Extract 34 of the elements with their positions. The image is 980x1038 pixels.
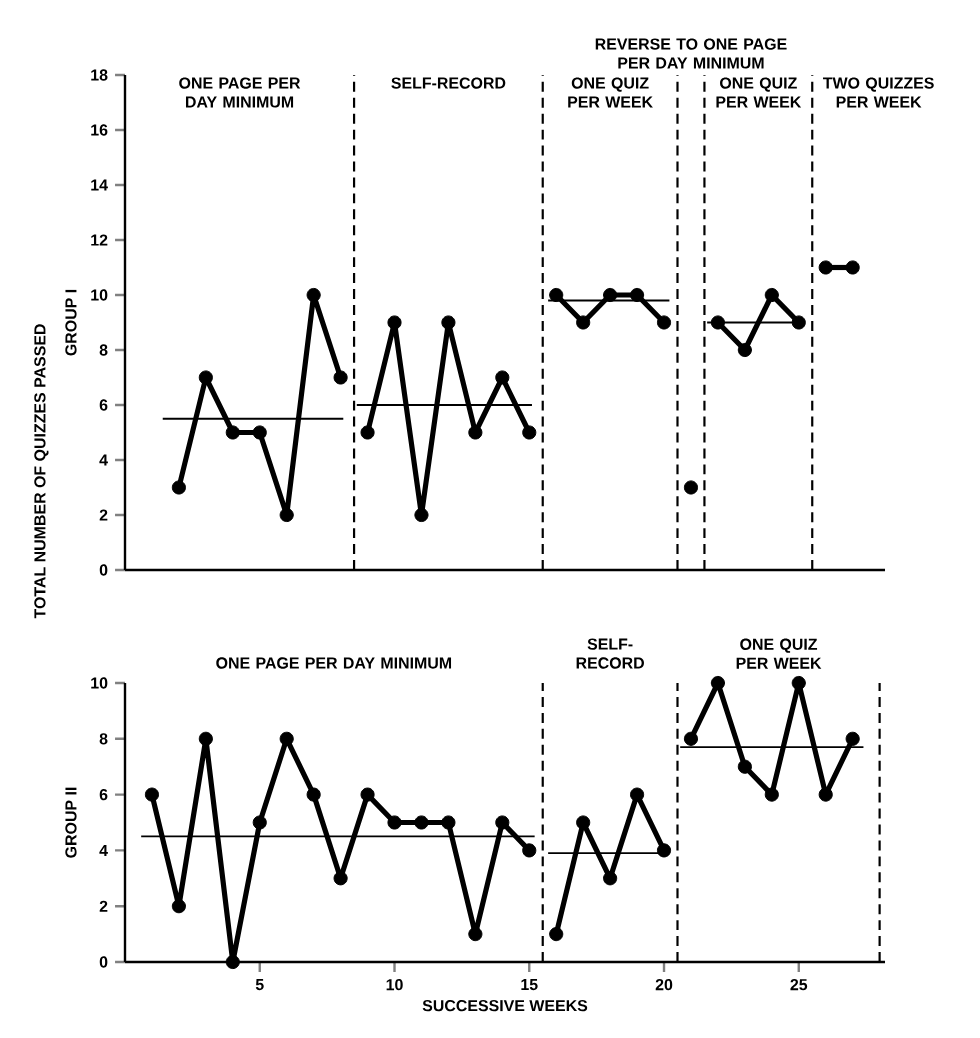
y-tick-label: 4 [99, 454, 108, 466]
y-tick-label: 2 [99, 900, 108, 912]
y-tick-label: 10 [91, 289, 108, 301]
y-tick-label: 6 [99, 399, 108, 411]
x-tick-label: 25 [790, 979, 808, 991]
x-tick-label: 15 [521, 979, 538, 991]
y-tick-label: 4 [99, 844, 108, 856]
y-tick-label: 18 [91, 69, 108, 81]
annotation: ONE QUIZ PER WEEK [716, 77, 802, 108]
y-tick-label: 10 [91, 677, 108, 689]
annotation: ONE QUIZ PER WEEK [568, 77, 653, 108]
x-tick-label: 20 [655, 979, 673, 991]
x-tick-label: 5 [255, 979, 264, 991]
text: SELF-RECORD [576, 638, 644, 669]
text: REVERSE TO ONE PAGE PER DAY MINIMUM [595, 38, 787, 69]
annotation: TWO QUIZZES PER WEEK [823, 77, 934, 108]
y-tick-label: 0 [99, 956, 108, 968]
y-axis-title: GROUP II [65, 787, 77, 858]
text: TOTAL NUMBER OF QUIZZES PASSED [34, 324, 49, 619]
y-axis-title: GROUP I [65, 289, 77, 356]
x-tick-label: 10 [386, 979, 403, 991]
text: ONE PAGE PER DAY MINIMUM [216, 657, 452, 669]
y-tick-label: 12 [91, 234, 108, 246]
text: ONE QUIZ PER WEEK [736, 638, 822, 669]
x-axis-title: SUCCESSIVE WEEKS [422, 999, 588, 1012]
annotation: SELF-RECORD [391, 77, 506, 89]
y-tick-label: 6 [99, 788, 108, 801]
y-tick-label: 14 [91, 179, 108, 191]
y-tick-label: 16 [91, 124, 108, 136]
y-tick-label: 8 [99, 733, 108, 745]
y-tick-label: 0 [99, 564, 108, 576]
y-tick-label: 2 [99, 509, 108, 521]
y-tick-label: 8 [99, 344, 108, 356]
annotation: ONE PAGE PER DAY MINIMUM [179, 77, 301, 108]
